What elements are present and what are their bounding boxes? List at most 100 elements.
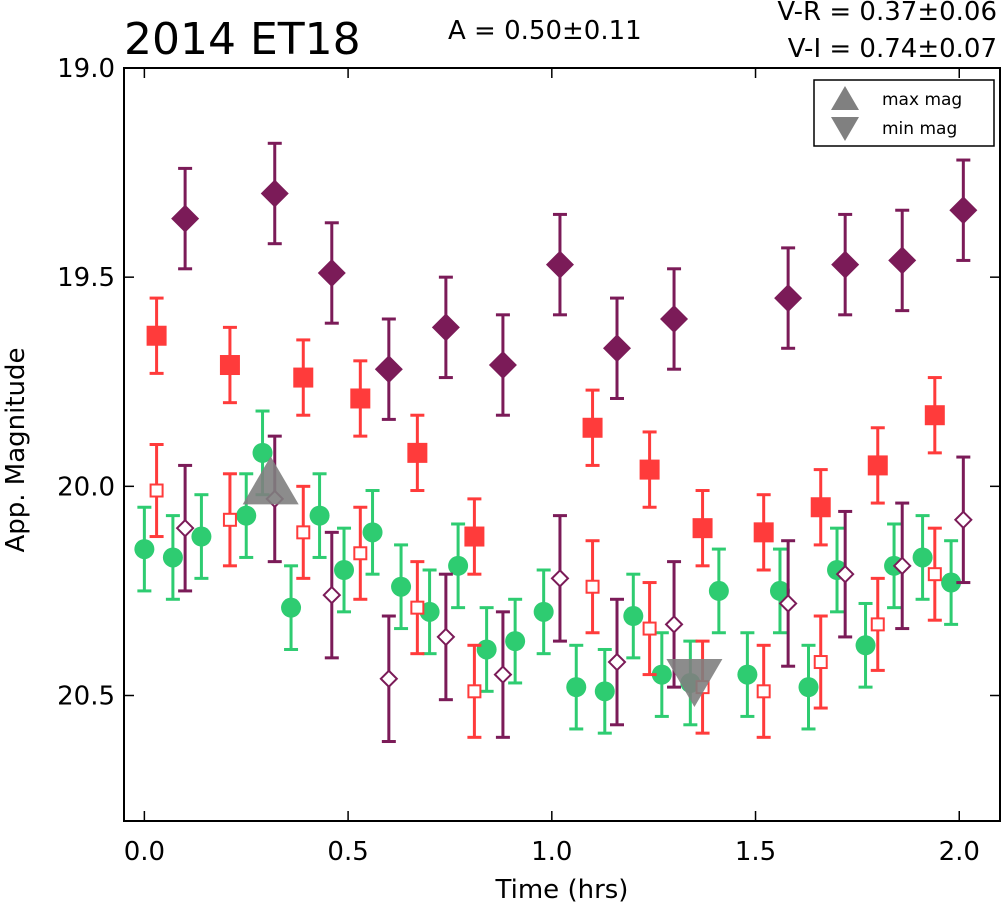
data-point	[855, 635, 876, 656]
data-point	[927, 567, 942, 582]
data-point	[493, 665, 513, 684]
legend-entry-triangle-up: max mag	[831, 86, 962, 110]
data-point	[867, 455, 888, 476]
data-point	[582, 417, 603, 438]
plot-frame	[123, 67, 1001, 822]
data-point	[798, 677, 819, 698]
data-point	[436, 627, 456, 647]
data-point	[753, 522, 774, 543]
data-point	[585, 579, 600, 594]
data-point	[888, 246, 917, 275]
legend-max-mag-icon	[831, 86, 859, 110]
data-point	[379, 669, 399, 689]
data-point	[322, 585, 342, 605]
chart-title: 2014 ET18	[124, 14, 361, 65]
data-point	[774, 284, 803, 313]
data-point	[296, 525, 311, 540]
data-point	[293, 367, 314, 388]
data-point	[949, 196, 978, 225]
data-point	[175, 518, 195, 538]
data-point	[737, 664, 758, 685]
data-point	[191, 526, 212, 547]
data-point	[924, 405, 945, 426]
data-point	[831, 250, 860, 279]
data-point	[252, 442, 273, 463]
amplitude-label: A = 0.50±0.11	[448, 16, 642, 46]
data-point	[594, 681, 615, 702]
axis-ticks: 0.0 0.5 1.0 1.5 2.0 19.0 19.5 20.0 20.5	[57, 54, 1000, 867]
data-point	[623, 606, 644, 627]
data-point	[353, 546, 368, 561]
data-point	[607, 652, 627, 672]
y-tick-label: 19.5	[57, 263, 115, 293]
data-point	[778, 594, 798, 613]
data-point	[769, 580, 790, 601]
data-point	[870, 617, 885, 632]
x-tick-label: 0.5	[327, 837, 368, 867]
data-point	[309, 505, 330, 526]
legend-label: min mag	[882, 119, 957, 139]
data-point	[362, 522, 383, 543]
data-point	[219, 355, 240, 376]
data-point	[566, 677, 587, 698]
data-point	[391, 576, 412, 597]
data-point	[419, 601, 440, 622]
data-point	[410, 600, 425, 615]
data-point	[350, 388, 371, 409]
x-tick-label: 1.0	[531, 837, 572, 867]
data-point	[149, 483, 164, 498]
data-point	[550, 568, 570, 588]
data-point	[448, 555, 469, 576]
data-point	[664, 614, 684, 634]
y-axis-label: App. Magnitude	[1, 347, 31, 552]
data-point	[692, 518, 713, 539]
data-point	[639, 459, 660, 480]
data-point	[642, 621, 657, 636]
legend: max mag min mag	[813, 79, 995, 147]
data-point	[708, 580, 729, 601]
data-point	[912, 547, 933, 568]
vr-color-label: V-R = 0.37±0.06	[777, 0, 997, 27]
legend-label: max mag	[882, 90, 962, 110]
data-point	[476, 639, 497, 660]
y-tick-label: 19.0	[57, 54, 115, 84]
legend-entry-triangle-down: min mag	[831, 117, 957, 141]
legend-min-mag-icon	[831, 117, 859, 141]
data-point	[464, 526, 485, 547]
data-point	[407, 442, 428, 463]
data-point	[533, 601, 554, 622]
series-i-filled	[171, 141, 978, 421]
x-tick-label: 2.0	[939, 837, 980, 867]
data-point	[660, 305, 689, 333]
data-point	[281, 597, 302, 618]
data-point	[756, 684, 771, 699]
data-point	[488, 351, 517, 380]
extrema-markers	[242, 456, 723, 707]
data-point	[651, 664, 672, 685]
data-point	[317, 258, 346, 287]
y-tick-label: 20.5	[57, 682, 115, 712]
y-tick-label: 20.0	[57, 472, 115, 502]
data-point	[505, 631, 526, 652]
x-axis-label: Time (hrs)	[495, 875, 629, 904]
data-point	[162, 547, 183, 568]
vi-color-label: V-I = 0.74±0.07	[787, 34, 997, 64]
series-r-open	[149, 443, 942, 739]
data-point	[953, 510, 973, 530]
series-r-filled	[146, 296, 945, 576]
data-point	[134, 539, 155, 560]
x-tick-label: 1.5	[735, 837, 776, 867]
x-tick-label: 0.0	[124, 837, 165, 867]
data-point	[374, 355, 403, 384]
data-point	[810, 497, 831, 518]
data-point	[171, 204, 200, 233]
data-point	[545, 250, 574, 279]
data-point	[260, 179, 289, 208]
data-point	[892, 556, 912, 576]
min-mag-marker	[666, 658, 723, 707]
data-point	[236, 505, 257, 526]
data-marks	[134, 141, 978, 744]
data-point	[431, 313, 460, 342]
data-point	[222, 512, 237, 527]
